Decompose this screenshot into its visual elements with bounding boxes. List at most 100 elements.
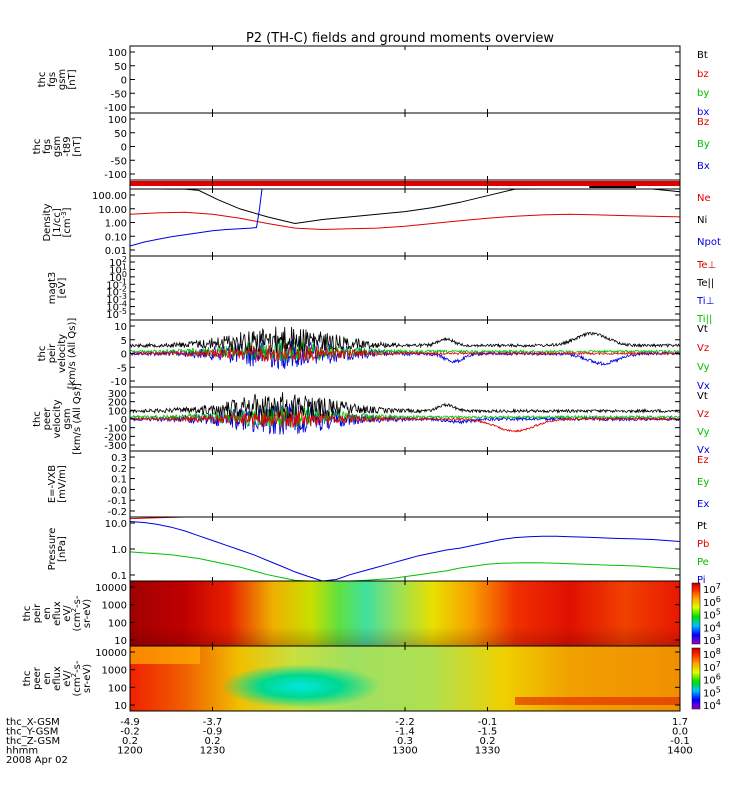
- y-tick-label: 100: [108, 683, 127, 694]
- colorbar-label: 106: [703, 673, 721, 687]
- y-tick-label: 0: [121, 415, 127, 426]
- y-axis-label: eV/: [62, 670, 73, 687]
- mode-bar-black: [589, 186, 636, 188]
- footer-date: 2008 Apr 02: [6, 755, 68, 766]
- y-tick-label: 102: [109, 255, 127, 269]
- colorbar-label: 107: [703, 660, 721, 674]
- y-tick-label: 1.00: [105, 219, 127, 230]
- y-axis-label: thc: [37, 346, 48, 362]
- y-tick-label: 0: [121, 76, 127, 87]
- legend-entry: Vy: [697, 362, 710, 373]
- y-tick-label: -200: [104, 432, 127, 443]
- y-tick-label: 10.0: [105, 519, 127, 530]
- y-tick-label: 0.10: [105, 232, 127, 243]
- footer-value: 1200: [117, 746, 142, 757]
- y-axis-label: [km/s (All Qs)]: [67, 318, 78, 390]
- legend-entry: bz: [697, 69, 709, 80]
- y-tick-label: 5: [121, 336, 127, 347]
- y-axis-label: magt3: [47, 272, 58, 305]
- series-line: [129, 188, 263, 247]
- y-axis-label: [nT]: [67, 69, 78, 89]
- y-tick-label: 0.3: [111, 453, 127, 464]
- legend-entry: Ey: [697, 477, 709, 488]
- y-tick-label: 0.01: [105, 246, 127, 257]
- y-tick-label: -50: [111, 89, 127, 100]
- footer-value: -3.7: [203, 717, 223, 728]
- y-axis-label: eflux: [52, 666, 63, 691]
- footer-value: 0.2: [480, 736, 496, 747]
- footer-value: 1230: [200, 746, 225, 757]
- electron-spectrogram-band: [515, 697, 680, 705]
- legend-entry: bx: [697, 107, 709, 118]
- y-tick-label: 0.0: [111, 485, 127, 496]
- legend-entry: Ne: [697, 193, 711, 204]
- series-line: [129, 551, 681, 582]
- y-axis-label: [mV/m]: [57, 465, 68, 503]
- legend-entry: Ez: [697, 455, 709, 466]
- y-tick-label: 100: [108, 406, 127, 417]
- legend-entry: Vx: [697, 445, 710, 456]
- vz-series: [129, 343, 681, 362]
- legend-entry: Pt: [697, 521, 707, 532]
- panel-frame: [129, 45, 681, 114]
- vt-series: [130, 326, 681, 354]
- panel-frame: [129, 188, 681, 257]
- colorbar-label: 104: [703, 698, 721, 712]
- y-tick-label: 10-3: [106, 292, 127, 306]
- y-tick-label: -300: [104, 441, 127, 452]
- y-axis-label: velocity: [57, 334, 68, 373]
- series-line: [129, 521, 681, 582]
- legend-entry: Ti||: [696, 314, 712, 325]
- y-tick-label: 10.00: [98, 205, 127, 216]
- y-axis-label: en: [42, 672, 53, 685]
- legend-entry: Vz: [697, 343, 709, 354]
- y-tick-label: 100: [108, 115, 127, 126]
- y-tick-label: 300: [108, 389, 127, 400]
- legend-entry: Npot: [697, 237, 721, 248]
- footer-value: -1.4: [395, 727, 415, 738]
- footer-value: -2.2: [395, 717, 415, 728]
- y-tick-label: 50: [114, 62, 127, 73]
- y-axis-label: [km/s (All Qs)]: [72, 383, 83, 455]
- y-tick-label: 1000: [102, 601, 127, 612]
- y-tick-label: 10: [114, 322, 127, 333]
- footer-value: 1330: [475, 746, 500, 757]
- legend-entry: Vy: [697, 427, 710, 438]
- y-axis-label: gsm: [62, 408, 73, 429]
- y-axis-label: [nT]: [72, 136, 83, 156]
- footer-value: -0.1: [670, 736, 690, 747]
- y-tick-label: 10-2: [106, 285, 127, 299]
- y-axis-label: eflux: [52, 601, 63, 626]
- y-tick-label: 100.00: [92, 191, 127, 202]
- panel-frame: [129, 255, 681, 321]
- y-tick-label: 10000: [95, 648, 127, 659]
- y-axis-label: Pressure: [47, 528, 58, 571]
- y-axis-label: sr-eV): [82, 664, 93, 693]
- y-axis-label: peir: [32, 603, 43, 623]
- y-tick-label: -5: [117, 363, 127, 374]
- colorbar-label: 107: [703, 582, 721, 596]
- footer-value: -0.1: [478, 717, 498, 728]
- y-axis-label: peir: [47, 343, 58, 363]
- panel-frame: [129, 516, 681, 582]
- y-tick-label: 10: [114, 636, 127, 647]
- y-tick-label: 1.0: [111, 545, 127, 556]
- y-tick-label: -100: [104, 103, 127, 114]
- vt-series: [129, 392, 681, 419]
- y-axis-label: gsm: [57, 69, 68, 90]
- y-tick-label: 0.2: [111, 464, 127, 475]
- y-axis-label: thc: [32, 139, 43, 155]
- footer-row-label: thc_X-GSM: [6, 717, 60, 728]
- y-axis-label: (cm2-s-: [70, 660, 83, 696]
- y-tick-label: 100: [109, 270, 127, 284]
- footer-value: -0.2: [120, 727, 140, 738]
- y-tick-label: 0: [121, 143, 127, 154]
- electron-spectrogram-band: [130, 646, 200, 664]
- y-tick-label: 10-4: [106, 300, 127, 314]
- colorbar-label: 104: [703, 620, 721, 634]
- legend-entry: Te⊥: [696, 260, 716, 271]
- footer-value: 0.3: [397, 736, 413, 747]
- y-axis-label: fgs: [42, 139, 53, 154]
